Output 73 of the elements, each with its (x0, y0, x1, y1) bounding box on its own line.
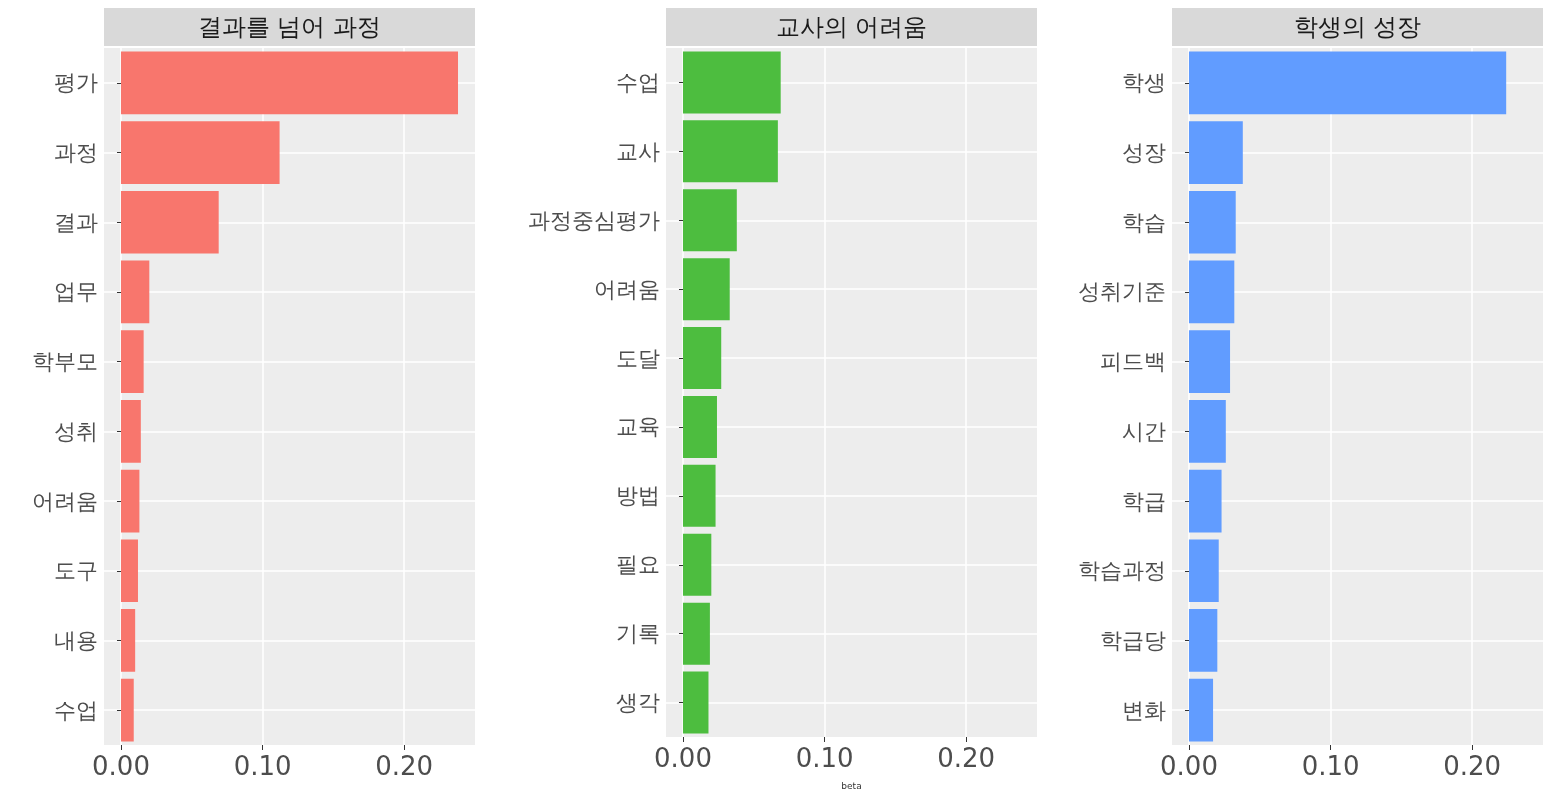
y-tick-label: 학부모 (32, 349, 98, 375)
y-tick-label: 시간 (1122, 418, 1166, 444)
y-tick-label: 교사 (616, 138, 660, 164)
x-tick-label: 0.00 (1160, 751, 1218, 781)
y-tick-label: 업무 (54, 279, 98, 305)
bar (1188, 469, 1222, 533)
bar (120, 678, 134, 742)
x-tick-label: 0.20 (375, 751, 434, 781)
bar (1188, 121, 1243, 184)
y-tick-label: 변화 (1122, 697, 1166, 723)
bar (1188, 330, 1231, 394)
y-tick-label: 필요 (616, 552, 660, 578)
x-tick-label: 0.20 (1443, 751, 1502, 781)
bar (120, 469, 140, 533)
y-tick-label: 교육 (616, 414, 660, 440)
y-tick-label: 피드백 (1100, 349, 1166, 375)
bar (120, 51, 459, 115)
chart-title: 교사의 어려움 (775, 13, 928, 41)
bar (120, 330, 144, 394)
x-tick-label: 0.00 (92, 751, 150, 781)
bar (1188, 260, 1235, 324)
bar (120, 260, 150, 324)
y-tick-label: 내용 (54, 627, 98, 653)
bar (1188, 678, 1214, 742)
y-tick-label: 과정중심평가 (528, 207, 660, 233)
bar (1188, 399, 1226, 463)
bar (120, 539, 138, 603)
y-tick-label: 학습과정 (1078, 558, 1166, 584)
bar (120, 609, 136, 672)
bar (682, 533, 712, 596)
y-tick-label: 평가 (54, 70, 98, 96)
y-tick-label: 성취 (54, 418, 98, 444)
y-tick-label: 도구 (54, 558, 98, 584)
y-tick-label: 도달 (616, 345, 660, 371)
x-tick-label: 0.10 (795, 743, 854, 773)
y-tick-label: 학습 (1122, 209, 1166, 235)
y-tick-label: 과정 (54, 140, 98, 166)
x-axis-title: beta (841, 780, 862, 791)
y-tick-label: 결과 (54, 209, 98, 235)
y-tick-label: 학급당 (1100, 627, 1166, 653)
bar (1188, 51, 1507, 115)
x-tick-label: 0.10 (233, 751, 292, 781)
bar (682, 51, 781, 114)
y-tick-label: 성장 (1122, 140, 1166, 166)
bar (120, 190, 219, 254)
bar (682, 395, 717, 458)
x-tick-label: 0.20 (937, 743, 996, 773)
bar (120, 399, 141, 463)
bar (682, 120, 778, 183)
bar (1188, 609, 1218, 672)
y-tick-label: 기록 (616, 621, 660, 647)
bar (682, 464, 716, 527)
bar (682, 671, 709, 734)
y-tick-label: 수업 (54, 697, 98, 723)
bar (120, 121, 280, 184)
y-tick-label: 학급 (1122, 488, 1166, 514)
y-tick-label: 수업 (616, 69, 660, 95)
y-tick-label: 방법 (616, 483, 660, 509)
bar (682, 258, 730, 321)
y-tick-label: 학생 (1122, 70, 1166, 96)
y-tick-label: 어려움 (594, 276, 660, 302)
chart-title: 결과를 넘어 과정 (197, 13, 382, 41)
bar (682, 602, 710, 665)
bar (682, 189, 737, 252)
y-tick-label: 어려움 (32, 488, 98, 514)
bar (1188, 539, 1219, 603)
bar (682, 327, 722, 390)
x-tick-label: 0.00 (654, 743, 712, 773)
x-tick-label: 0.10 (1301, 751, 1360, 781)
y-tick-label: 성취기준 (1078, 279, 1166, 305)
chart-title: 학생의 성장 (1293, 13, 1422, 41)
y-tick-label: 생각 (616, 690, 660, 716)
bar (1188, 190, 1236, 254)
